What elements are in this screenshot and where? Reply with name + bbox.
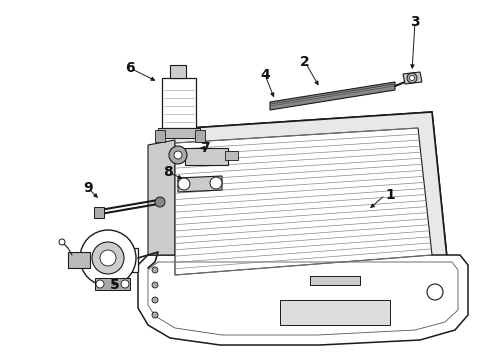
Text: 8: 8 bbox=[163, 165, 173, 179]
Text: 3: 3 bbox=[410, 15, 420, 29]
Polygon shape bbox=[270, 82, 395, 110]
Polygon shape bbox=[195, 130, 205, 142]
Polygon shape bbox=[178, 176, 222, 192]
Text: 5: 5 bbox=[110, 278, 120, 292]
Polygon shape bbox=[310, 276, 360, 285]
Text: 4: 4 bbox=[260, 68, 270, 82]
Circle shape bbox=[152, 297, 158, 303]
Text: 6: 6 bbox=[125, 61, 135, 75]
Circle shape bbox=[152, 282, 158, 288]
Polygon shape bbox=[280, 300, 390, 325]
Circle shape bbox=[92, 242, 124, 274]
Circle shape bbox=[169, 146, 187, 164]
Circle shape bbox=[178, 178, 190, 190]
Circle shape bbox=[410, 76, 415, 81]
Circle shape bbox=[155, 197, 165, 207]
Polygon shape bbox=[185, 148, 228, 165]
Polygon shape bbox=[94, 207, 104, 218]
Circle shape bbox=[152, 267, 158, 273]
Text: 9: 9 bbox=[83, 181, 93, 195]
Polygon shape bbox=[160, 112, 448, 290]
Polygon shape bbox=[148, 140, 175, 255]
Text: 1: 1 bbox=[385, 188, 395, 202]
Polygon shape bbox=[162, 78, 196, 128]
Polygon shape bbox=[175, 128, 432, 275]
Polygon shape bbox=[225, 151, 238, 160]
Polygon shape bbox=[88, 248, 138, 272]
Circle shape bbox=[407, 73, 417, 83]
Circle shape bbox=[121, 280, 129, 288]
Polygon shape bbox=[160, 112, 448, 290]
Circle shape bbox=[174, 151, 182, 159]
Polygon shape bbox=[158, 128, 200, 138]
Circle shape bbox=[59, 239, 65, 245]
Circle shape bbox=[152, 312, 158, 318]
Polygon shape bbox=[170, 65, 186, 78]
Circle shape bbox=[100, 250, 116, 266]
Polygon shape bbox=[155, 130, 165, 142]
Text: 7: 7 bbox=[200, 141, 210, 155]
Circle shape bbox=[96, 280, 104, 288]
Circle shape bbox=[210, 177, 222, 189]
Polygon shape bbox=[95, 278, 130, 290]
Circle shape bbox=[427, 284, 443, 300]
Polygon shape bbox=[403, 72, 422, 84]
Polygon shape bbox=[138, 255, 468, 345]
Circle shape bbox=[80, 230, 136, 286]
Text: 2: 2 bbox=[300, 55, 310, 69]
Polygon shape bbox=[68, 252, 90, 268]
